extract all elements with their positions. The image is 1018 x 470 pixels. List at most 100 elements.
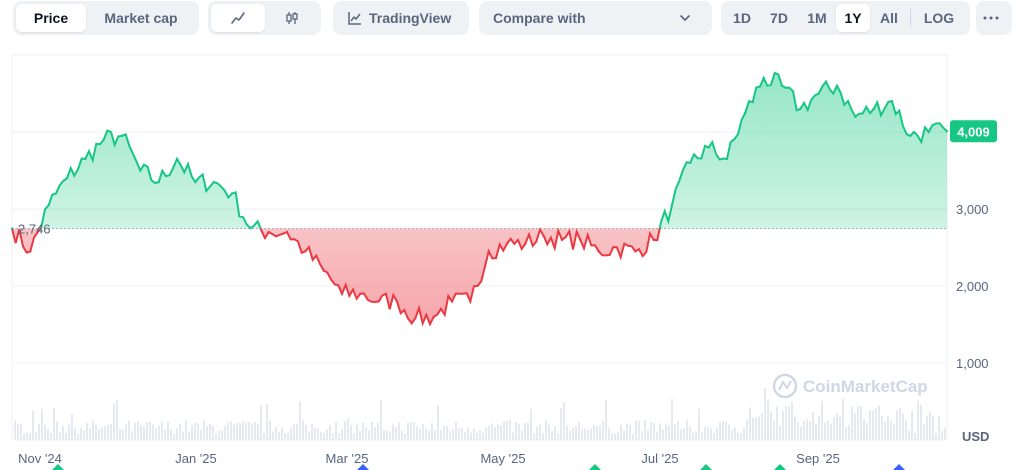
price-point xyxy=(267,230,270,234)
currency-label: USD xyxy=(962,429,989,444)
price-point xyxy=(799,107,802,111)
volume-bar xyxy=(911,411,913,440)
price-point xyxy=(450,300,454,303)
tab-price[interactable]: Price xyxy=(16,4,86,32)
x-tick-label: Mar '25 xyxy=(326,451,369,466)
volume-bar xyxy=(572,427,574,440)
volume-bar xyxy=(464,431,466,440)
volume-bar xyxy=(365,427,367,440)
volume-bar xyxy=(407,422,409,440)
volume-bar xyxy=(257,423,259,440)
volume-bar xyxy=(644,420,646,440)
volume-bar xyxy=(299,401,301,440)
volume-bar xyxy=(659,423,661,440)
volume-bar xyxy=(59,432,61,440)
volume-bar xyxy=(260,404,262,440)
volume-bar xyxy=(92,420,94,440)
price-point xyxy=(47,203,50,207)
volume-bar xyxy=(476,432,478,440)
event-markers xyxy=(52,464,905,470)
volume-bar xyxy=(701,432,703,440)
volume-bar xyxy=(275,427,277,440)
y-tick-label: 3,000 xyxy=(956,202,989,217)
range-all[interactable]: All xyxy=(880,10,898,26)
volume-bar xyxy=(602,420,604,440)
price-point xyxy=(615,246,619,249)
compare-dropdown[interactable]: Compare with xyxy=(479,1,712,35)
volume-bar xyxy=(329,425,331,440)
volume-bar xyxy=(521,430,523,440)
volume-bar xyxy=(128,420,130,440)
volume-bar xyxy=(14,420,16,440)
volume-bar xyxy=(737,432,739,440)
range-log[interactable]: LOG xyxy=(923,10,955,26)
volume-bar xyxy=(215,433,217,440)
volume-bar xyxy=(503,421,505,440)
volume-bar xyxy=(176,428,178,440)
price-point xyxy=(505,242,509,245)
range-1m[interactable]: 1M xyxy=(807,10,827,26)
range-divider xyxy=(910,9,911,27)
x-tick-label: Sep '25 xyxy=(796,451,840,466)
tab-market-cap[interactable]: Market cap xyxy=(104,10,178,26)
volume-bar xyxy=(527,422,529,440)
volume-bar xyxy=(671,399,673,440)
range-1y[interactable]: 1Y xyxy=(836,4,870,32)
volume-bar xyxy=(902,413,904,440)
tradingview-button[interactable]: TradingView xyxy=(333,1,469,35)
volume-bar xyxy=(86,423,88,440)
volume-bar xyxy=(293,423,295,440)
volume-bar xyxy=(68,424,70,440)
volume-bar xyxy=(230,421,232,440)
range-7d[interactable]: 7D xyxy=(770,10,788,26)
volume-bar xyxy=(341,429,343,440)
volume-bar xyxy=(569,430,571,440)
volume-bar xyxy=(842,398,844,440)
price-point xyxy=(139,169,142,172)
price-point xyxy=(469,300,472,303)
volume-bar xyxy=(731,430,733,440)
volume-bar xyxy=(722,421,724,440)
volume-bar xyxy=(650,422,652,440)
volume-bar xyxy=(833,417,835,440)
volume-bar xyxy=(359,430,361,440)
volume-bar xyxy=(401,430,403,440)
volume-bar xyxy=(914,432,916,440)
volume-bar xyxy=(188,431,190,440)
volume-bar xyxy=(347,418,349,440)
volume-bar xyxy=(509,420,511,440)
volume-bar xyxy=(563,402,565,440)
volume-bar xyxy=(134,422,136,440)
candlestick-button[interactable] xyxy=(265,4,318,32)
price-point xyxy=(120,134,124,138)
volume-bar xyxy=(35,432,37,440)
volume-bar xyxy=(593,425,595,440)
volume-bar xyxy=(113,403,115,440)
more-options-button[interactable] xyxy=(976,1,1012,35)
volume-bar xyxy=(614,433,616,440)
volume-bar xyxy=(221,430,223,440)
price-line-up xyxy=(12,71,948,229)
volume-bar xyxy=(62,425,64,440)
compare-label: Compare with xyxy=(493,10,586,26)
price-point xyxy=(84,157,87,161)
volume-bar xyxy=(788,405,790,440)
volume-bar xyxy=(167,421,169,440)
volume-bar xyxy=(38,424,40,440)
volume-bar xyxy=(923,423,925,440)
current-price-badge: 4,009 xyxy=(950,120,997,143)
range-1d[interactable]: 1D xyxy=(733,10,751,26)
price-point xyxy=(780,84,784,87)
volume-bar xyxy=(770,411,772,440)
volume-bar xyxy=(821,400,823,440)
event-marker-up xyxy=(700,464,712,470)
volume-bar xyxy=(413,422,415,440)
line-chart-button[interactable] xyxy=(211,4,265,32)
volume-bar xyxy=(707,426,709,440)
volume-bar xyxy=(326,429,328,440)
volume-bar xyxy=(815,423,817,440)
price-point xyxy=(560,238,564,241)
volume-bar xyxy=(131,431,133,440)
volume-bar xyxy=(194,422,196,440)
volume-bar xyxy=(137,421,139,440)
